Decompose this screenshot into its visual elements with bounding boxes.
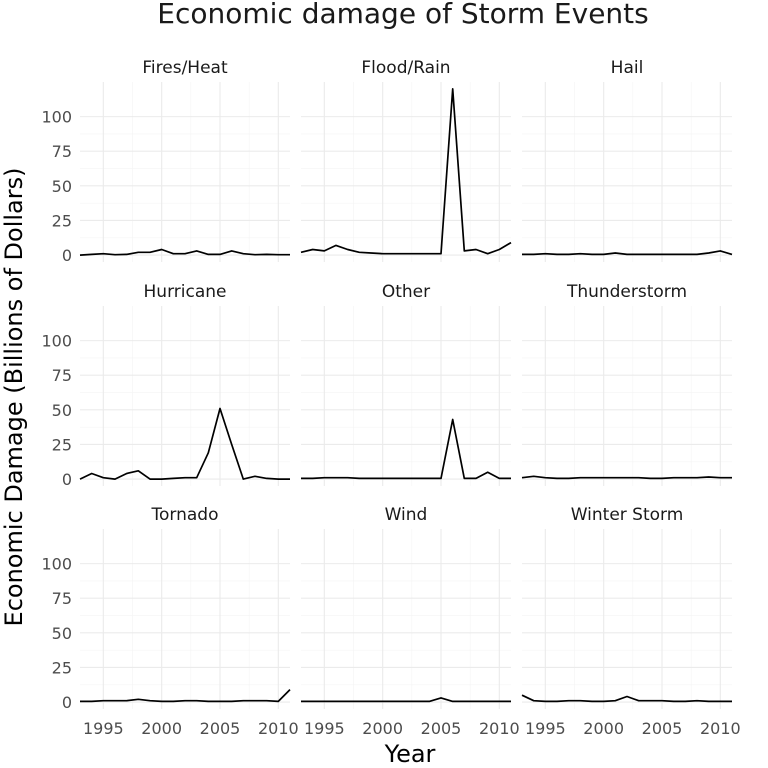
y-tick-label: 0 [62, 693, 72, 712]
panel-thunderstorm: Thunderstorm [521, 282, 732, 486]
series-line-tornado [80, 689, 291, 703]
panel-winter-storm: Winter Storm 1995 2000 2005 2010 [521, 505, 741, 738]
x-tick-label: 1995 [304, 719, 345, 738]
y-axis-title: Economic Damage (Billions of Dollars) [0, 168, 28, 627]
x-tick-label: 1995 [525, 719, 566, 738]
x-tick-label: 2005 [200, 719, 241, 738]
x-tick-label: 2005 [421, 719, 462, 738]
strip-label-tornado: Tornado [151, 505, 219, 525]
strip-label-fires-heat: Fires/Heat [142, 58, 228, 78]
y-tick-label: 100 [41, 555, 72, 574]
y-tick-label: 25 [52, 658, 72, 677]
series-line-wind [301, 697, 511, 703]
panel-hail: Hail [522, 58, 733, 262]
strip-label-winter-storm: Winter Storm [571, 505, 684, 525]
series-line-other [301, 418, 511, 480]
y-tick-label: 0 [62, 246, 72, 265]
y-tick-label: 25 [52, 211, 72, 230]
panel-other: Other [301, 282, 511, 486]
y-tick-label: 100 [41, 332, 72, 351]
x-tick-label: 2010 [258, 719, 299, 738]
strip-label-flood-rain: Flood/Rain [361, 58, 450, 78]
y-tick-label: 0 [62, 470, 72, 489]
y-tick-label: 75 [52, 142, 72, 161]
series-line-fires-heat [79, 248, 290, 256]
y-tick-label: 100 [41, 108, 72, 127]
strip-label-wind: Wind [385, 505, 428, 525]
strip-label-hail: Hail [611, 58, 644, 78]
strip-label-other: Other [382, 282, 430, 302]
series-line-flood-rain [300, 88, 512, 255]
chart-title: Economic damage of Storm Events [157, 0, 648, 30]
y-tick-label: 50 [52, 401, 72, 420]
x-tick-label: 2010 [479, 719, 520, 738]
panel-wind: Wind 1995 2000 2005 2010 [301, 505, 520, 738]
panel-flood-rain: Flood/Rain [300, 58, 512, 262]
x-tick-label: 2000 [362, 719, 403, 738]
y-tick-label: 75 [52, 589, 72, 608]
y-tick-label: 50 [52, 624, 72, 643]
x-tick-label: 2000 [141, 719, 182, 738]
x-tick-label: 2000 [583, 719, 624, 738]
strip-label-thunderstorm: Thunderstorm [566, 282, 687, 302]
panel-hurricane: Hurricane 0 25 50 75 100 [41, 282, 290, 489]
panel-tornado: Tornado 0 25 50 75 100 1995 2000 2005 2010 [41, 505, 298, 738]
x-tick-label: 1995 [83, 719, 124, 738]
series-line-hurricane [79, 407, 290, 480]
series-line-hail [522, 250, 733, 256]
y-tick-label: 25 [52, 435, 72, 454]
y-tick-label: 50 [52, 177, 72, 196]
facet-panels: Fires/Heat 0 25 50 75 100 Flood/Rain Hail Hurric… [41, 58, 740, 738]
x-tick-label: 2005 [642, 719, 683, 738]
series-line-winter-storm [521, 694, 732, 703]
x-axis-title: Year [384, 740, 436, 768]
y-tick-label: 75 [52, 366, 72, 385]
panel-fires-heat: Fires/Heat 0 25 50 75 100 [41, 58, 290, 265]
series-line-thunderstorm [521, 475, 732, 480]
x-tick-label: 2010 [700, 719, 741, 738]
strip-label-hurricane: Hurricane [144, 282, 227, 302]
